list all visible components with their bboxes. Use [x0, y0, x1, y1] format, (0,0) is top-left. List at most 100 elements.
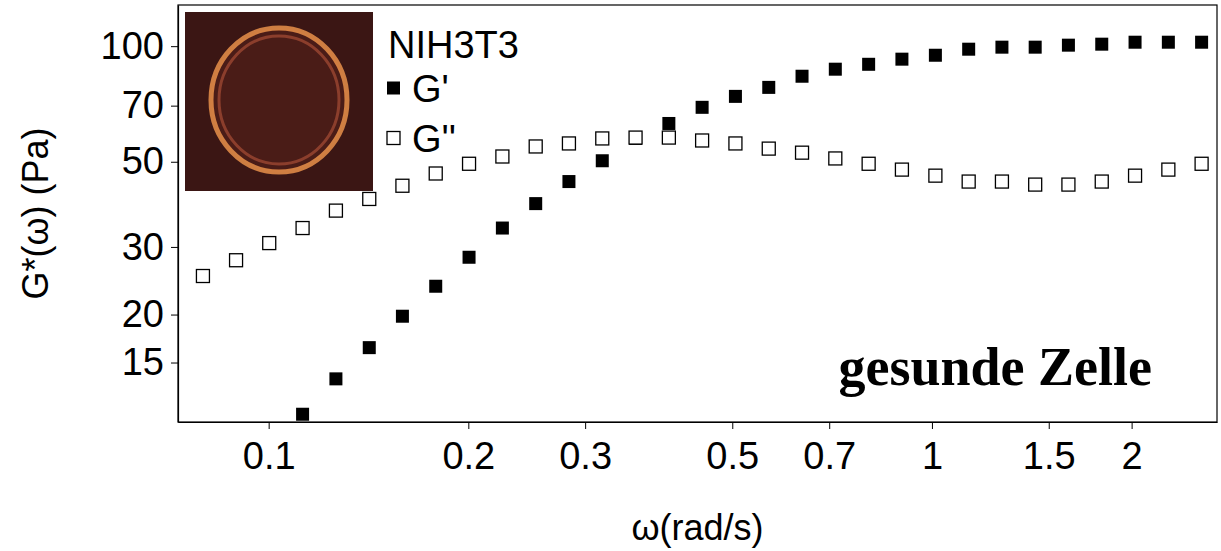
- tick-label: 0.5: [706, 435, 759, 477]
- tick-label: 15: [122, 341, 164, 383]
- annotation: gesunde Zelle: [838, 337, 1152, 397]
- tick: 30: [122, 226, 178, 268]
- tick-mark: [171, 363, 178, 364]
- tick-mark: [171, 162, 178, 163]
- data-point: [929, 169, 942, 182]
- tick-label: 0.7: [803, 435, 856, 477]
- data-point: [895, 53, 908, 66]
- tick-label: 2: [1122, 435, 1143, 477]
- tick-mark: [171, 46, 178, 47]
- data-point: [1029, 41, 1042, 54]
- legend-key: [387, 82, 400, 95]
- tick: 15: [122, 341, 178, 383]
- tick: 2: [1122, 422, 1143, 477]
- legend-key: [387, 132, 400, 145]
- tick: 0.1: [243, 422, 296, 477]
- tick-label: 100: [101, 25, 164, 67]
- data-point: [529, 140, 542, 153]
- axis-line: [178, 6, 179, 423]
- tick-mark: [585, 422, 586, 429]
- data-point: [829, 152, 842, 165]
- legend-label: G': [412, 68, 449, 110]
- inset-image: [185, 12, 373, 191]
- data-point: [296, 408, 309, 421]
- data-point: [429, 167, 442, 180]
- series: [196, 131, 1208, 282]
- data-point: [562, 175, 575, 188]
- data-point: [729, 137, 742, 150]
- tick: 0.7: [803, 422, 856, 477]
- data-point: [329, 204, 342, 217]
- tick: 0.5: [706, 422, 759, 477]
- tick: 0.3: [559, 422, 612, 477]
- data-point: [1195, 36, 1208, 49]
- y-axis-title: G*(ω) (Pa): [15, 127, 56, 299]
- tick: 70: [122, 84, 178, 126]
- data-point: [263, 237, 276, 250]
- data-point: [363, 341, 376, 354]
- tick-mark: [829, 422, 830, 429]
- data-point: [962, 175, 975, 188]
- data-point: [529, 197, 542, 210]
- tick: 0.2: [442, 422, 495, 477]
- data-point: [862, 157, 875, 170]
- tick-label: 50: [122, 140, 164, 182]
- annotation: NIH3T3: [388, 24, 519, 66]
- data-point: [463, 251, 476, 264]
- tick: 1.5: [1023, 422, 1076, 477]
- chart: 0.1 0.2 0.3 0.5 0.7 1 1.5 2 15 20 30 50 70 100 ω(rad/s…: [0, 0, 1221, 551]
- tick-label: 0.2: [442, 435, 495, 477]
- data-point: [196, 270, 209, 283]
- data-point: [962, 43, 975, 56]
- data-point: [1062, 39, 1075, 52]
- tick: 20: [122, 293, 178, 335]
- data-point: [230, 254, 243, 267]
- legend: G' G'': [387, 68, 456, 160]
- points: [196, 36, 1208, 421]
- data-point: [363, 192, 376, 205]
- tick-mark: [171, 315, 178, 316]
- data-point: [995, 175, 1008, 188]
- data-point: [562, 137, 575, 150]
- data-point: [796, 146, 809, 159]
- tick-mark: [1049, 422, 1050, 429]
- tick: 50: [122, 140, 178, 182]
- tick-mark: [171, 247, 178, 248]
- legend-label: G'': [412, 118, 456, 160]
- tick-label: 1.5: [1023, 435, 1076, 477]
- tick: 100: [101, 25, 178, 67]
- data-point: [1062, 178, 1075, 191]
- inset-background: [185, 12, 373, 191]
- inset-cell-inner: [219, 36, 339, 164]
- data-point: [1129, 169, 1142, 182]
- x-axis-title: ω(rad/s): [631, 507, 763, 548]
- data-point: [829, 63, 842, 76]
- series: [296, 36, 1208, 421]
- tick-mark: [468, 422, 469, 429]
- inset-cell: [211, 28, 347, 172]
- data-point: [1129, 36, 1142, 49]
- data-point: [729, 90, 742, 103]
- tick: 1: [922, 422, 943, 477]
- data-point: [629, 132, 642, 145]
- data-point: [1095, 38, 1108, 51]
- tick-label: 30: [122, 226, 164, 268]
- tick-mark: [732, 422, 733, 429]
- tick-mark: [1132, 422, 1133, 429]
- data-point: [1029, 178, 1042, 191]
- data-point: [1095, 175, 1108, 188]
- tick-label: 70: [122, 84, 164, 126]
- data-point: [762, 142, 775, 155]
- data-point: [463, 157, 476, 170]
- data-point: [895, 163, 908, 176]
- tick-label: 1: [922, 435, 943, 477]
- tick-mark: [269, 422, 270, 429]
- data-point: [496, 150, 509, 163]
- data-point: [496, 222, 509, 235]
- data-point: [296, 222, 309, 235]
- data-point: [696, 101, 709, 114]
- data-point: [329, 372, 342, 385]
- data-point: [396, 310, 409, 323]
- data-point: [596, 154, 609, 167]
- data-point: [396, 179, 409, 192]
